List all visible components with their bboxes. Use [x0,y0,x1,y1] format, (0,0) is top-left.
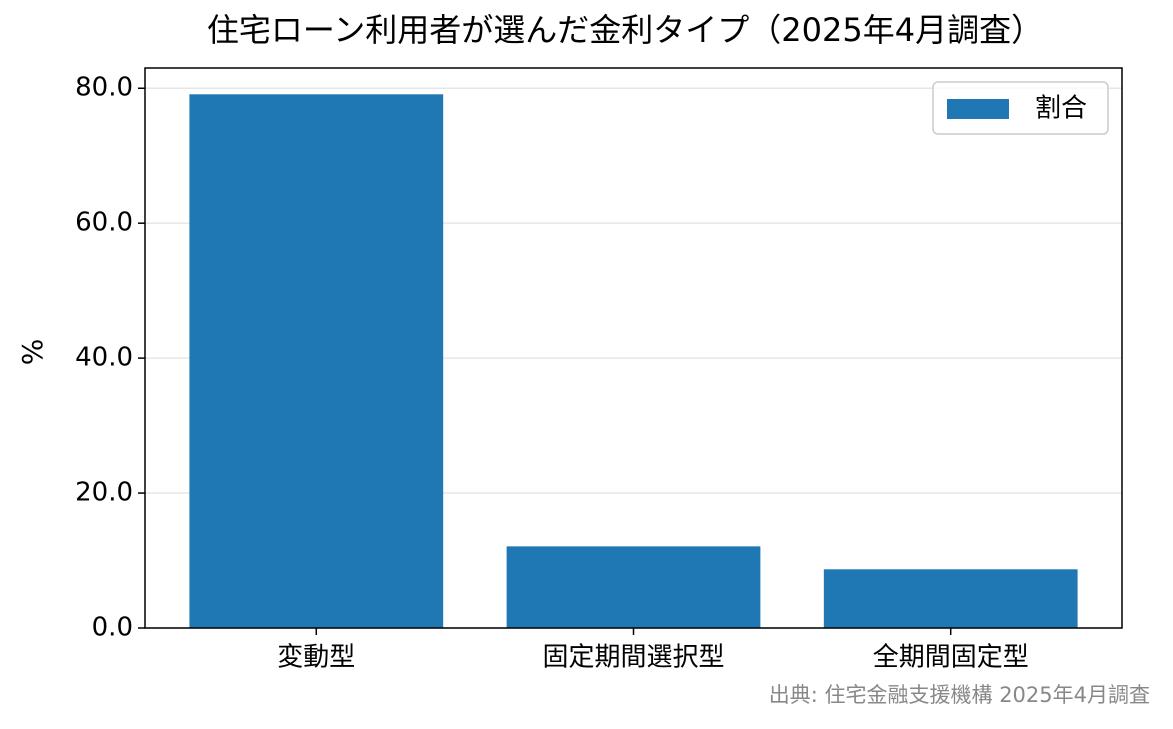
x-tick-label: 変動型 [277,643,355,673]
legend-box [932,81,1109,135]
legend-swatch [947,99,1009,119]
bar [506,546,761,628]
y-tick-label: 80.0 [75,73,133,103]
bar [823,569,1078,628]
chart-title: 住宅ローン利用者が選んだ金利タイプ（2025年4月調査） [207,11,1043,49]
y-tick-label: 60.0 [75,208,133,238]
y-tick-label: 40.0 [75,343,133,373]
x-tick-label: 全期間固定型 [873,643,1029,673]
bar [189,94,444,629]
legend-label: 割合 [1035,94,1087,124]
plot-frame [144,67,1123,629]
y-tick-label: 0.0 [92,613,133,643]
y-tick-label: 20.0 [75,478,133,508]
x-tick-label: 固定期間選択型 [542,643,724,673]
y-axis-label: % [16,339,49,366]
source-note: 出典: 住宅金融支援機構 2025年4月調査 [769,683,1150,707]
